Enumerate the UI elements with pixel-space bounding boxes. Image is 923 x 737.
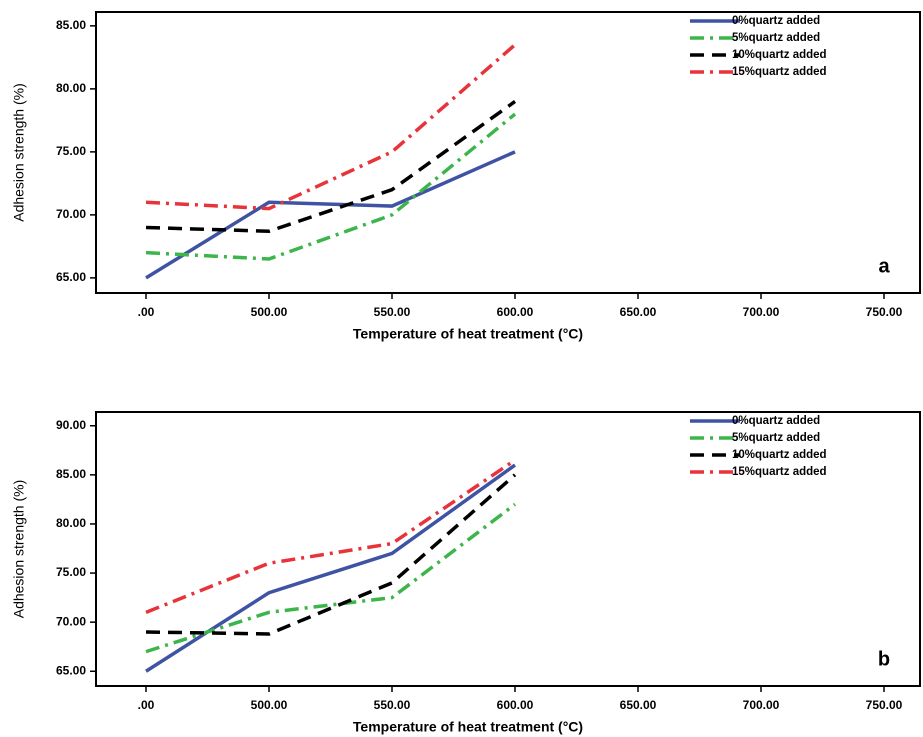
x-tick-label: 600.00	[497, 698, 534, 712]
legend-label: 0%quartz added	[732, 15, 820, 27]
x-tick-label: .00	[138, 698, 155, 712]
y-tick-label: 80.00	[56, 81, 86, 95]
y-tick-label: 65.00	[56, 270, 86, 284]
y-axis-label: Adhesion strength (%)	[11, 480, 27, 619]
series-line	[145, 502, 517, 654]
legend-label: 0%quartz added	[732, 415, 820, 427]
series-line	[145, 150, 516, 280]
legend-label: 10%quartz added	[732, 449, 827, 461]
x-tick-label: 550.00	[374, 698, 411, 712]
x-tick-label: 650.00	[620, 305, 657, 319]
y-axis-label: Adhesion strength (%)	[11, 83, 27, 222]
legend-label: 5%quartz added	[732, 32, 820, 44]
y-tick-label: 75.00	[56, 565, 86, 579]
plot-frame	[95, 411, 921, 687]
x-tick-label: 500.00	[251, 698, 288, 712]
x-tick-label: 750.00	[866, 698, 903, 712]
annotation: a	[878, 255, 890, 277]
legend-label: 15%quartz added	[732, 466, 827, 478]
series-line	[145, 458, 516, 614]
y-tick-label: 65.00	[56, 663, 86, 677]
x-axis-label: Temperature of heat treatment (°C)	[353, 719, 583, 735]
x-axis-label: Temperature of heat treatment (°C)	[353, 326, 583, 342]
series-line	[145, 473, 517, 636]
y-tick-label: 85.00	[56, 467, 86, 481]
x-tick-label: 700.00	[743, 305, 780, 319]
x-tick-label: 550.00	[374, 305, 411, 319]
annotation: b	[878, 648, 890, 670]
y-tick-label: 75.00	[56, 144, 86, 158]
series-line	[145, 112, 517, 261]
x-tick-label: 750.00	[866, 305, 903, 319]
series-line	[145, 100, 517, 234]
y-tick-label: 90.00	[56, 418, 86, 432]
y-tick-label: 85.00	[56, 18, 86, 32]
x-tick-label: 700.00	[743, 698, 780, 712]
x-tick-label: 600.00	[497, 305, 534, 319]
y-tick-label: 70.00	[56, 614, 86, 628]
x-tick-label: 650.00	[620, 698, 657, 712]
x-tick-label: 500.00	[251, 305, 288, 319]
legend-label: 15%quartz added	[732, 66, 827, 78]
x-tick-label: .00	[138, 305, 155, 319]
y-tick-label: 70.00	[56, 207, 86, 221]
legend-label: 10%quartz added	[732, 49, 827, 61]
y-tick-label: 80.00	[56, 516, 86, 530]
legend-label: 5%quartz added	[732, 432, 820, 444]
series-line	[145, 43, 517, 211]
